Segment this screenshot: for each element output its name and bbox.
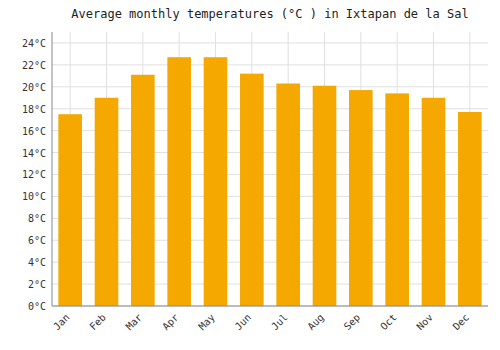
x-tick-label: Nov <box>414 312 435 333</box>
y-grid-line <box>52 42 488 43</box>
bar <box>276 84 300 306</box>
bar <box>240 74 264 306</box>
y-tick-label: 4°C <box>28 257 46 268</box>
y-grid-line <box>52 86 488 87</box>
bars <box>58 57 481 306</box>
bar <box>422 98 446 306</box>
bar <box>58 114 82 306</box>
x-tick-label: Mar <box>124 312 145 333</box>
y-tick-label: 0°C <box>28 301 46 312</box>
title: Average monthly temperatures (°C ) in Ix… <box>71 7 468 21</box>
bar <box>313 86 337 306</box>
x-tick-label: May <box>196 312 217 333</box>
y-tick-label: 8°C <box>28 213 46 224</box>
x-tick-label: Jan <box>51 312 72 333</box>
y-grid-line <box>52 64 488 65</box>
y-tick-label: 18°C <box>22 104 46 115</box>
bar <box>349 90 373 306</box>
bar <box>95 98 119 306</box>
grid <box>52 32 488 306</box>
y-tick-label: 20°C <box>22 82 46 93</box>
bar <box>167 57 191 306</box>
chart: Average monthly temperatures (°C ) in Ix… <box>0 0 500 350</box>
bar <box>204 57 228 306</box>
x-tick-label: Oct <box>378 312 399 333</box>
y-tick-label: 24°C <box>22 38 46 49</box>
bar <box>385 93 409 306</box>
y-grid-line <box>52 306 488 307</box>
y-tick-label: 2°C <box>28 279 46 290</box>
x-tick-label: Jul <box>269 312 290 333</box>
x-tick-label: Apr <box>160 312 181 333</box>
bar <box>458 112 482 306</box>
x-axis-line <box>52 306 488 307</box>
y-tick-label: 14°C <box>22 148 46 159</box>
x-tick-label: Feb <box>87 312 108 333</box>
bar <box>131 75 155 306</box>
x-tick-label: Jun <box>233 312 254 333</box>
y-tick-label: 10°C <box>22 191 46 202</box>
x-tick-label: Sep <box>342 312 363 333</box>
y-axis-line <box>52 32 53 306</box>
y-tick-label: 12°C <box>22 169 46 180</box>
x-tick-label: Aug <box>305 312 326 333</box>
y-tick-label: 16°C <box>22 126 46 137</box>
x-tick-label: Dec <box>451 312 472 333</box>
y-tick-label: 6°C <box>28 235 46 246</box>
y-tick-label: 22°C <box>22 60 46 71</box>
